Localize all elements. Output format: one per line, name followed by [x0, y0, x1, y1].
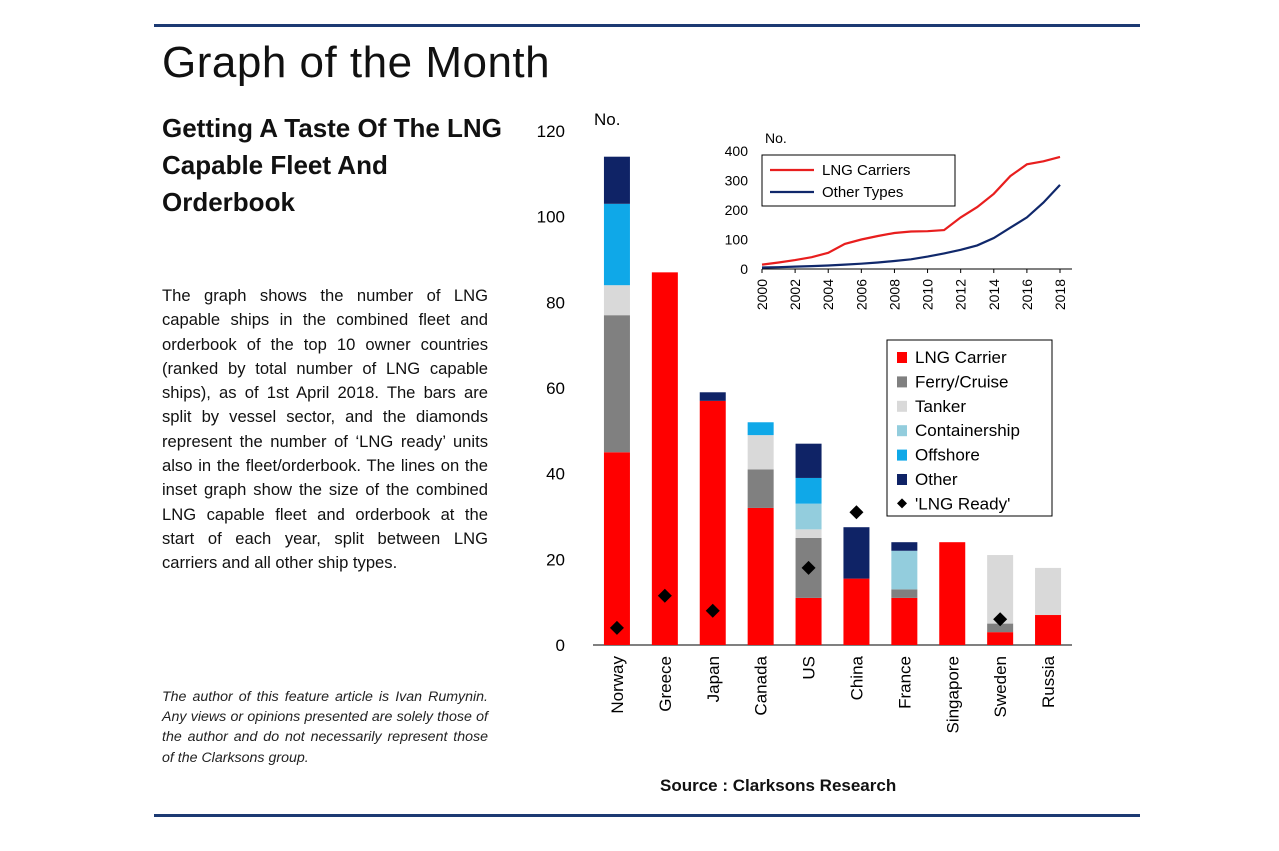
- bar-lng-carrier-singapore: [939, 542, 966, 645]
- y-tick-label: 80: [546, 293, 565, 312]
- bar-lng-carrier-us: [795, 597, 822, 645]
- bar-lng-carrier-russia: [1035, 615, 1062, 645]
- x-tick-label: China: [847, 655, 866, 700]
- bar-other-china: [843, 527, 870, 579]
- legend-label-offshore: Offshore: [915, 446, 980, 465]
- y-tick-label: 60: [546, 379, 565, 398]
- bar-other-japan: [699, 392, 726, 401]
- bar-ferry-cruise-norway: [603, 315, 630, 453]
- inset-line-lng-carriers: [761, 155, 1061, 266]
- bar-ferry-cruise-canada: [747, 469, 774, 508]
- inset-x-tick-label: 2014: [986, 279, 1002, 310]
- bar-tanker-canada: [747, 435, 774, 470]
- y-tick-label: 100: [537, 208, 565, 227]
- bar-ferry-cruise-sweden: [987, 623, 1014, 633]
- legend-label-containership: Containership: [915, 421, 1020, 440]
- legend-marker-lng-ready: [897, 498, 907, 509]
- y-tick-label: 0: [556, 636, 565, 655]
- inset-x-tick-label: 2004: [820, 279, 836, 310]
- inset-x-tick-label: 2018: [1052, 279, 1068, 310]
- y-tick-label: 120: [537, 122, 565, 141]
- inset-y-tick-label: 100: [725, 232, 749, 248]
- inset-legend-label-other-types: Other Types: [822, 184, 903, 201]
- bar-other-us: [795, 443, 822, 478]
- bar-lng-carrier-canada: [747, 507, 774, 645]
- x-tick-label: Japan: [704, 656, 723, 702]
- lng-ready-marker-sweden: [993, 612, 1008, 627]
- legend-swatch-ferry-cruise: [897, 376, 907, 388]
- bar-other-france: [891, 542, 918, 551]
- bar-offshore-norway: [603, 203, 630, 286]
- y-axis-unit-label: No.: [594, 110, 620, 129]
- bar-lng-carrier-sweden: [987, 632, 1014, 645]
- bar-containership-france: [891, 550, 918, 590]
- legend-swatch-lng-carrier: [897, 352, 907, 363]
- inset-y-axis-unit-label: No.: [765, 130, 787, 146]
- bar-tanker-sweden: [987, 555, 1014, 624]
- inset-y-tick-label: 200: [725, 202, 749, 218]
- bar-tanker-us: [795, 529, 822, 538]
- bar-offshore-us: [795, 477, 822, 504]
- inset-line-other-types: [761, 184, 1061, 269]
- x-tick-label: France: [895, 656, 914, 709]
- inset-y-tick-label: 0: [740, 261, 748, 277]
- bar-ferry-cruise-france: [891, 589, 918, 598]
- lng-ready-marker-japan: [705, 603, 720, 618]
- inset-x-tick-label: 2006: [853, 279, 869, 310]
- y-tick-label: 20: [546, 550, 565, 569]
- x-tick-label: Canada: [752, 655, 771, 715]
- inset-legend: [761, 154, 956, 207]
- x-tick-label: Norway: [608, 656, 627, 714]
- bar-lng-carrier-china: [843, 578, 870, 645]
- bar-tanker-russia: [1035, 567, 1062, 616]
- legend-label-lng-carrier: LNG Carrier: [915, 348, 1007, 367]
- inset-legend-label-lng-carriers: LNG Carriers: [822, 162, 910, 179]
- x-tick-label: Russia: [1039, 655, 1058, 708]
- bottom-rule: [154, 814, 1140, 817]
- lng-ready-marker-us: [801, 560, 816, 575]
- legend-swatch-containership: [897, 425, 907, 437]
- lng-ready-marker-norway: [609, 620, 624, 635]
- bar-lng-carrier-france: [891, 597, 918, 645]
- inset-x-tick-label: 2010: [920, 279, 936, 310]
- legend-label-tanker: Tanker: [915, 397, 966, 416]
- bar-lng-carrier-greece: [651, 272, 678, 645]
- legend-swatch-other: [897, 474, 907, 485]
- lng-ready-marker-greece: [657, 588, 672, 603]
- legend-label-other: Other: [915, 470, 958, 489]
- y-tick-label: 40: [546, 465, 565, 484]
- bar-tanker-norway: [603, 285, 630, 316]
- lng-ready-marker-china: [849, 505, 864, 520]
- x-tick-label: Greece: [656, 656, 675, 712]
- page-title: Graph of the Month: [162, 38, 551, 87]
- inset-y-tick-label: 400: [725, 143, 749, 159]
- inset-x-tick-label: 2008: [886, 279, 902, 310]
- inset-x-tick-label: 2012: [953, 279, 969, 310]
- top-rule: [154, 24, 1140, 27]
- legend-label-ferry-cruise: Ferry/Cruise: [915, 372, 1009, 391]
- body-text: The graph shows the number of LNG capabl…: [162, 286, 488, 573]
- legend-swatch-tanker: [897, 400, 907, 412]
- inset-x-tick-label: 2002: [787, 279, 803, 310]
- inset-x-tick-label: 2016: [1019, 279, 1035, 310]
- x-tick-label: Singapore: [943, 656, 962, 734]
- inset-x-tick-label: 2000: [754, 279, 770, 310]
- bar-offshore-canada: [747, 422, 774, 436]
- bar-containership-us: [795, 503, 822, 530]
- x-tick-label: US: [800, 656, 819, 680]
- inset-y-tick-label: 300: [725, 173, 749, 189]
- bar-lng-carrier-norway: [603, 452, 630, 645]
- source-note: Source : Clarksons Research: [660, 776, 897, 795]
- headline: Getting A Taste Of The LNG Capable Fleet…: [162, 113, 502, 217]
- author-note: The author of this feature article is Iv…: [162, 689, 488, 766]
- main-legend: [886, 339, 1053, 517]
- legend-label-lng-ready: 'LNG Ready': [915, 494, 1010, 513]
- legend-swatch-offshore: [897, 449, 907, 461]
- bar-other-norway: [603, 156, 630, 204]
- x-tick-label: Sweden: [991, 656, 1010, 717]
